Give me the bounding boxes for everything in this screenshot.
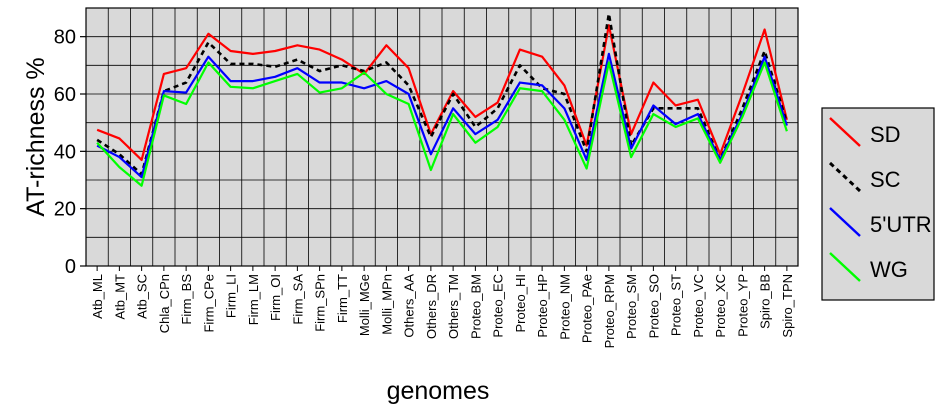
legend-label: 5'UTR: [870, 212, 932, 237]
y-tick-label: 80: [54, 27, 76, 49]
x-tick-label: Proteo_VC: [691, 274, 706, 338]
x-tick-label: Proteo_YP: [735, 274, 750, 337]
x-tick-label: Atb_ML: [90, 274, 105, 319]
x-tick-label: Proteo_BM: [468, 274, 483, 339]
x-tick-label: Proteo_ST: [669, 274, 684, 336]
legend-label: WG: [870, 257, 908, 282]
y-axis-label: AT-richness %: [22, 57, 50, 216]
x-tick-label: Proteo_HP: [535, 274, 550, 338]
x-tick-label: Proteo_HI: [513, 274, 528, 333]
legend: SD SC 5'UTR WG: [821, 107, 935, 301]
x-tick-label: Firm_CPe: [201, 274, 216, 333]
legend-box: [821, 107, 935, 301]
series-line: [96, 52, 788, 179]
x-tick-label: Atb_MT: [112, 274, 127, 320]
x-tick-label: Firm_SA: [290, 274, 305, 325]
y-tick-label: 20: [54, 199, 76, 221]
x-tick-label: Firm_OI: [268, 274, 283, 321]
x-tick-label: Spiro_BB: [758, 274, 773, 329]
x-tick-label: Firm_LI: [224, 274, 239, 318]
plot-frame: [85, 7, 799, 267]
series-line: [96, 61, 788, 187]
legend-label: SC: [870, 167, 901, 192]
y-axis: 0 20 40 60 80: [54, 27, 86, 278]
x-tick-label: Proteo_EC: [491, 274, 506, 338]
legend-swatch: [829, 207, 861, 237]
x-tick-label: Proteo_NM: [557, 274, 572, 340]
x-tick-label: Proteo_RPM: [602, 274, 617, 348]
x-tick-label: Others_DR: [424, 274, 439, 339]
x-axis: Atb_ML Atb_MT Atb_SC Chla_CPn Firm_BS Firm_CP…: [90, 266, 795, 348]
x-tick-label: Firm_TT: [335, 274, 350, 323]
series-lines: [96, 12, 789, 187]
x-tick-label: Molli_MGe: [357, 274, 372, 336]
x-tick-label: Firm_SPn: [313, 274, 328, 332]
x-tick-label: Atb_SC: [135, 274, 150, 319]
x-tick-label: Proteo_PAe: [580, 274, 595, 343]
x-tick-label: Firm_LM: [246, 274, 261, 325]
y-tick-label: 40: [54, 141, 76, 163]
legend-swatch: [829, 252, 861, 282]
series-line: [96, 12, 789, 176]
series-line: [96, 24, 788, 162]
x-tick-label: Proteo_SO: [646, 274, 661, 338]
legend-label: SD: [870, 122, 901, 147]
y-tick-label: 60: [54, 84, 76, 106]
y-tick-label: 0: [65, 256, 76, 278]
x-tick-label: Spiro_TPN: [780, 274, 795, 338]
x-tick-label: Proteo_XC: [713, 274, 728, 338]
x-tick-label: Molli_MPn: [379, 274, 394, 335]
legend-swatch: [829, 117, 861, 147]
x-tick-label: Others_TM: [446, 274, 461, 339]
legend-swatch: [828, 161, 862, 193]
x-tick-label: Others_AA: [402, 274, 417, 338]
x-tick-label: Chla_CPn: [157, 274, 172, 333]
x-axis-label: genomes: [387, 377, 490, 405]
x-tick-label: Proteo_SM: [624, 274, 639, 339]
x-tick-label: Firm_BS: [179, 274, 194, 325]
